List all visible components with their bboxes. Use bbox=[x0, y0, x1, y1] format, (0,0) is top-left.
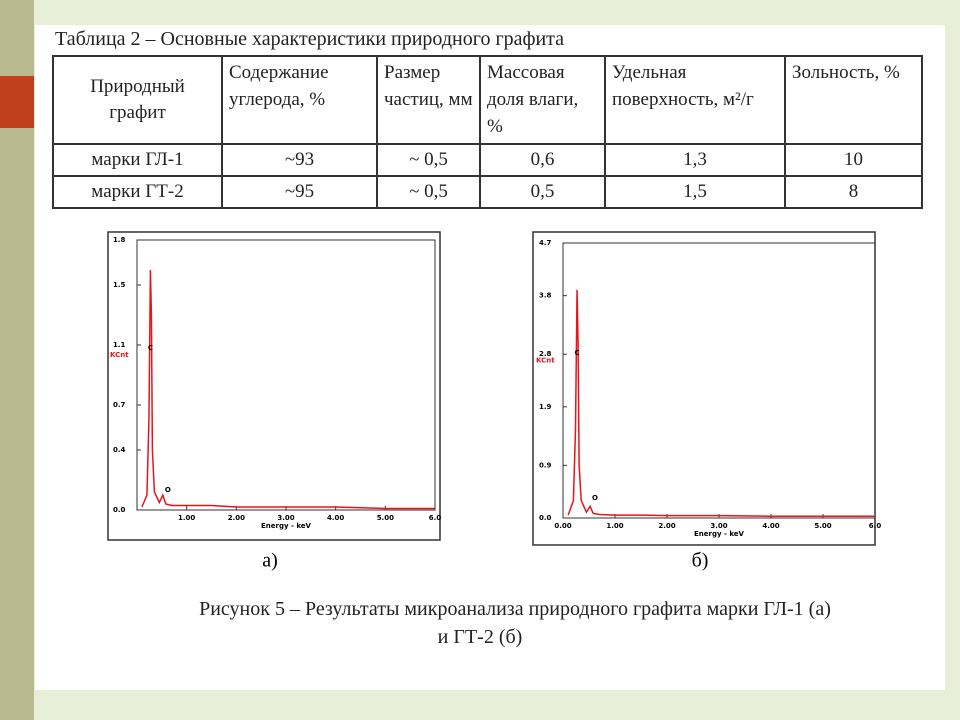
header-cell: Природный графит bbox=[52, 55, 223, 145]
peak-label: O bbox=[592, 494, 598, 502]
y-axis-label: KCnt bbox=[110, 351, 129, 359]
table-cell: 1,5 bbox=[604, 175, 786, 209]
figure-caption: Рисунок 5 – Результаты микроанализа прир… bbox=[199, 598, 831, 620]
x-tick-label: 3.00 bbox=[710, 522, 727, 530]
table-cell: 0,5 bbox=[479, 175, 606, 209]
table-cell: ~ 0,5 bbox=[376, 143, 481, 177]
header-cell: Удельная поверхность, м²/г bbox=[604, 55, 786, 145]
spectrum bbox=[141, 269, 435, 510]
figure-frame bbox=[107, 231, 441, 541]
x-tick-label: 1.00 bbox=[178, 514, 195, 522]
y-tick-label: 1.1 bbox=[113, 341, 126, 349]
x-tick-label: 5.00 bbox=[377, 514, 394, 522]
y-tick-label: 3.8 bbox=[539, 292, 552, 300]
y-tick-label: 0.7 bbox=[113, 401, 126, 409]
y-tick-label: 0.9 bbox=[539, 461, 552, 469]
peak-label: C bbox=[148, 344, 153, 352]
x-tick-label: 2.00 bbox=[658, 522, 675, 530]
table-cell: 0,6 bbox=[479, 143, 606, 177]
x-axis-label: Energy - keV bbox=[694, 530, 745, 538]
y-tick-label: 1.9 bbox=[539, 403, 552, 411]
x-tick-label: 6.0 bbox=[429, 514, 442, 522]
table-cell: марки ГТ-2 bbox=[52, 175, 223, 209]
figure-label: б) bbox=[692, 550, 709, 572]
y-axis-label: KCnt bbox=[536, 357, 555, 365]
y-tick-label: 1.5 bbox=[113, 281, 126, 289]
x-tick-label: 5.00 bbox=[814, 522, 831, 530]
figure-frame bbox=[532, 231, 876, 546]
y-tick-label: 0.4 bbox=[113, 446, 126, 454]
x-axis-label: Energy - keV bbox=[261, 522, 312, 530]
table-cell: ~ 0,5 bbox=[376, 175, 481, 209]
header-cell: Массовая доля влаги, % bbox=[479, 55, 606, 145]
table-cell: ~95 bbox=[221, 175, 378, 209]
y-tick-label: 0.0 bbox=[113, 506, 126, 514]
table-caption: Таблица 2 – Основные характеристики прир… bbox=[55, 28, 565, 50]
table: Природный графит Содержание углерода, % … bbox=[52, 55, 923, 209]
header-cell: Размер частиц, мм bbox=[376, 55, 481, 145]
x-tick-label: 1.00 bbox=[606, 522, 623, 530]
table-cell: 8 bbox=[784, 175, 923, 209]
y-tick-label: 2.8 bbox=[539, 350, 552, 358]
y-tick-label: 1.8 bbox=[113, 236, 126, 244]
peak-label: C bbox=[575, 349, 580, 357]
y-tick-label: 4.7 bbox=[539, 239, 552, 247]
figure-caption: и ГТ-2 (б) bbox=[437, 626, 523, 648]
x-tick-label: 0.00 bbox=[554, 522, 571, 530]
table-cell: 1,3 bbox=[604, 143, 786, 177]
figure-label: а) bbox=[262, 550, 278, 572]
peak-label: O bbox=[165, 486, 171, 494]
header-cell: Содержание углерода, % bbox=[221, 55, 378, 145]
side-accent bbox=[0, 76, 34, 128]
table-cell: 10 bbox=[784, 143, 923, 177]
table-cell: ~93 bbox=[221, 143, 378, 177]
y-tick-label: 0.0 bbox=[539, 514, 552, 522]
spectrum bbox=[567, 289, 875, 517]
table-cell: марки ГЛ-1 bbox=[52, 143, 223, 177]
header-cell: Зольность, % bbox=[784, 55, 923, 145]
x-tick-label: 3.00 bbox=[277, 514, 294, 522]
x-tick-label: 4.00 bbox=[762, 522, 779, 530]
x-tick-label: 4.00 bbox=[327, 514, 344, 522]
x-tick-label: 6.0 bbox=[869, 522, 882, 530]
x-tick-label: 2.00 bbox=[228, 514, 245, 522]
